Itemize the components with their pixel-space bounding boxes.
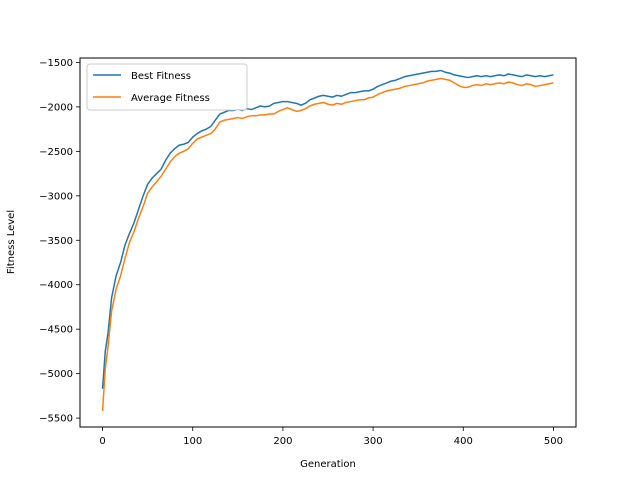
x-axis-label: Generation: [300, 459, 356, 470]
series-line-average-fitness: [101, 77, 554, 412]
x-tick-label: 300: [364, 436, 383, 447]
y-tick-label: −3000: [39, 191, 73, 202]
y-tick-label: −4500: [39, 325, 73, 336]
y-tick-label: −1500: [39, 58, 73, 69]
legend-box: [86, 63, 248, 111]
y-tick-label: −4000: [39, 280, 73, 291]
y-tick-label: −3500: [39, 236, 73, 247]
y-axis-label: Fitness Level: [6, 210, 17, 274]
plot-area: [79, 57, 577, 428]
legend-label-average-fitness: Average Fitness: [131, 93, 210, 104]
plot-frame: [79, 57, 577, 428]
x-tick-label: 200: [273, 436, 292, 447]
legend-label-best-fitness: Best Fitness: [131, 71, 191, 82]
y-axis: −5500 −5000 −4500 −4000 −3500 −3000 −2500 −2000…: [39, 58, 80, 425]
x-tick-label: 500: [544, 436, 563, 447]
y-tick-label: −5000: [39, 369, 73, 380]
y-tick-label: −5500: [39, 414, 73, 425]
series-layer: [101, 69, 554, 412]
x-tick-label: 400: [454, 436, 473, 447]
x-axis: 0 100 200 300 400 500: [99, 427, 563, 447]
y-tick-label: −2500: [39, 147, 73, 158]
series-line-best-fitness: [101, 69, 554, 389]
y-tick-label: −2000: [39, 102, 73, 113]
legend: Best Fitness Average Fitness: [86, 63, 248, 111]
x-tick-label: 100: [183, 436, 202, 447]
x-tick-label: 0: [99, 436, 105, 447]
